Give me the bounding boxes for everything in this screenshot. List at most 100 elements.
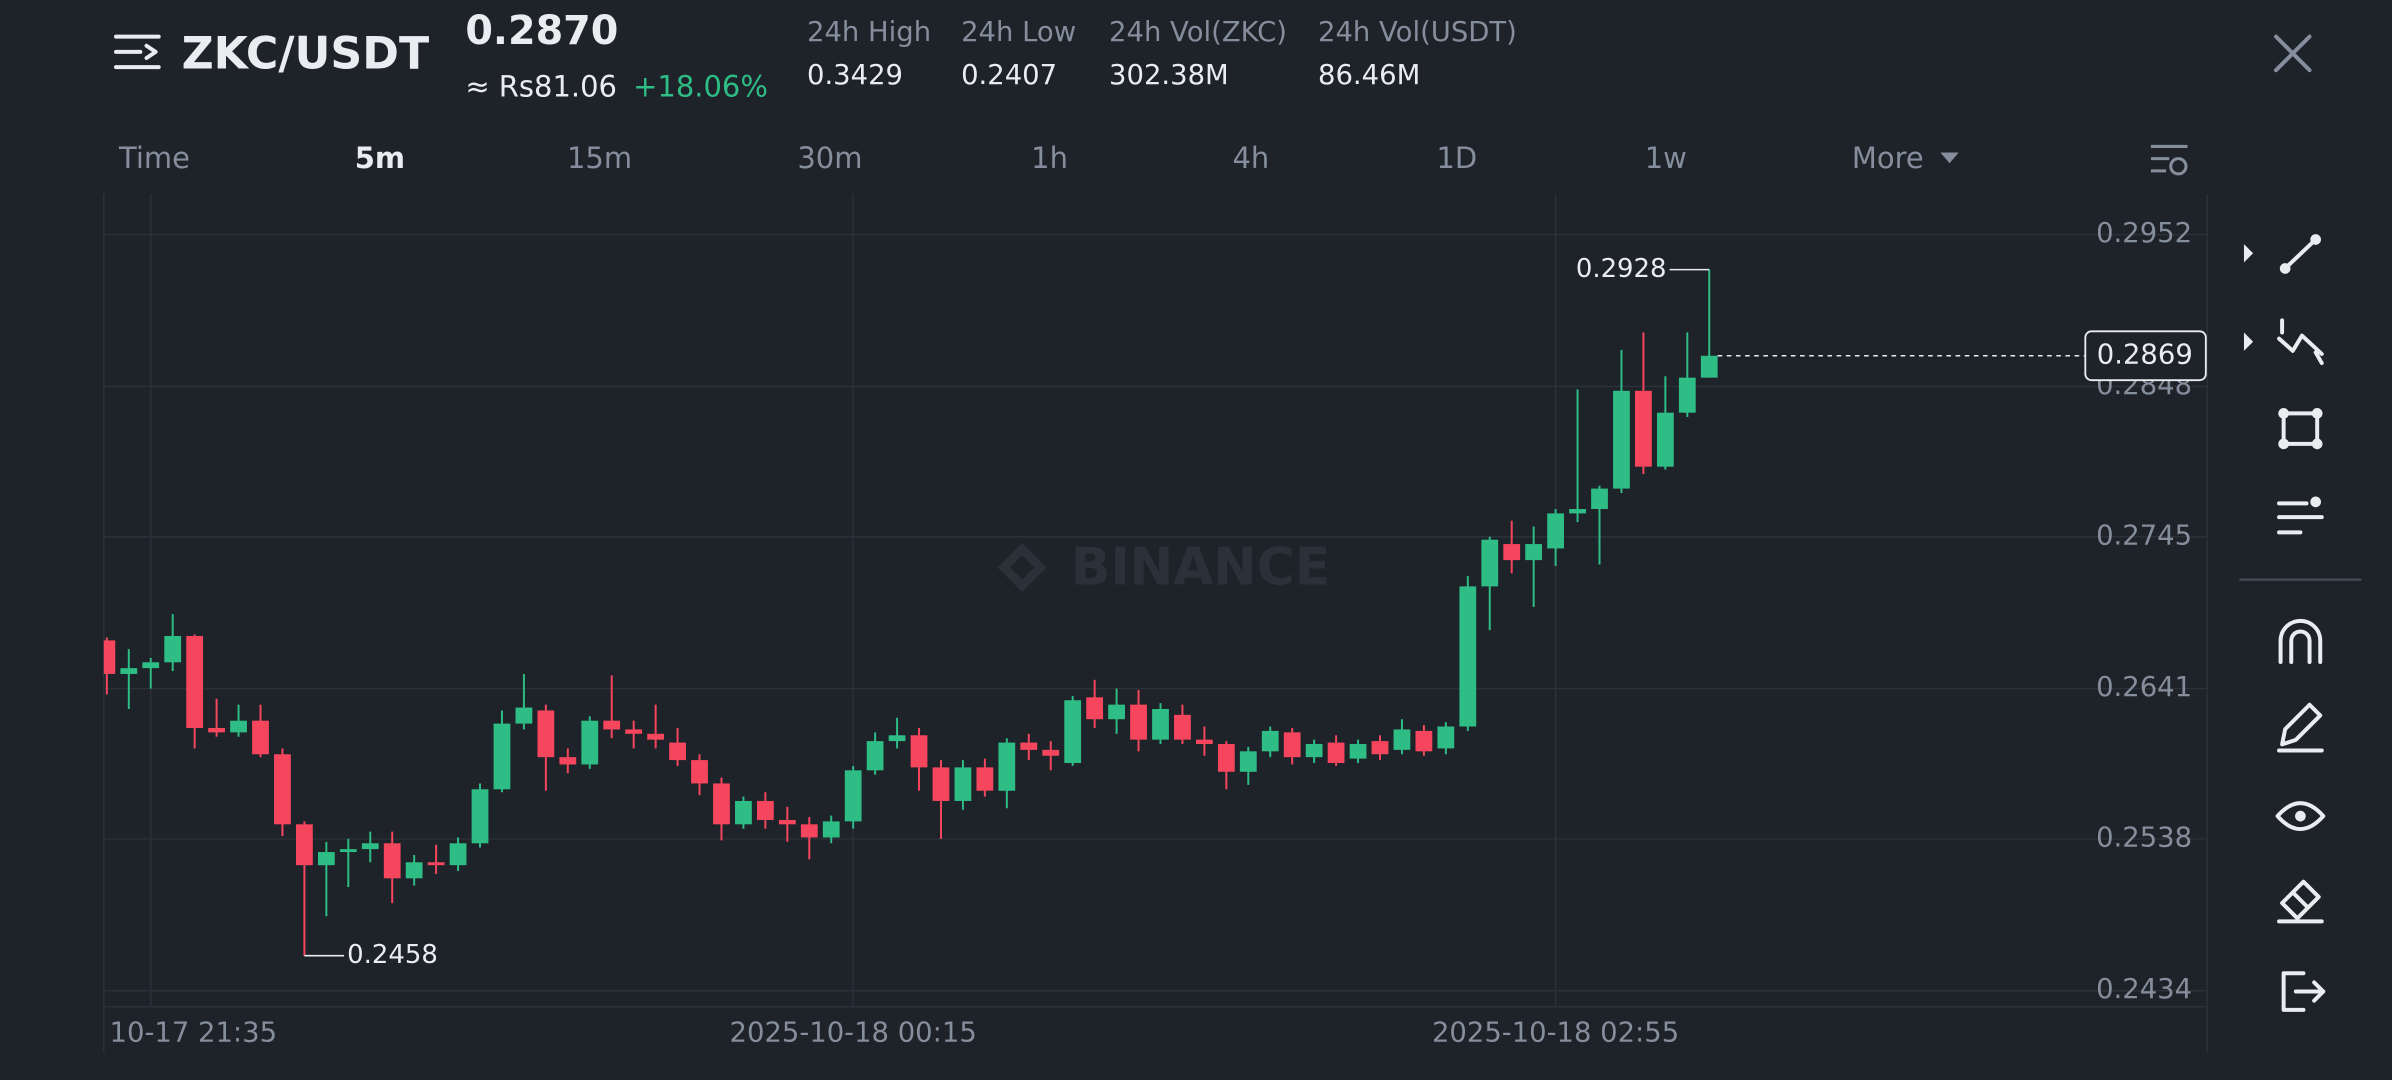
stat-value: 86.46M [1318, 60, 1420, 91]
stat-label: 24h Low [961, 17, 1076, 48]
candle-body [844, 770, 862, 822]
y-tick-label: 0.2641 [2096, 672, 2192, 703]
candle-body [1020, 742, 1038, 750]
candle-body [1635, 390, 1652, 467]
min-price-label: 0.2458 [347, 940, 438, 970]
current-price-box [2084, 330, 2207, 382]
candle-body [230, 720, 247, 733]
candle-body [559, 757, 577, 765]
timeframe-tab[interactable]: More [1852, 141, 1924, 175]
current-price-label: 0.2869 [2097, 339, 2193, 370]
candle-body [735, 800, 752, 825]
candle-body [296, 824, 313, 866]
candle-body [1196, 739, 1213, 745]
candle-body [756, 800, 774, 820]
timeframe-tab[interactable]: 30m [797, 141, 862, 175]
timeframe-tab[interactable]: 5m [355, 141, 405, 175]
expand-arrow[interactable] [2243, 332, 2254, 351]
candle-body [1437, 726, 1455, 749]
candle-body [1327, 742, 1345, 764]
close-button[interactable] [2274, 34, 2312, 73]
candle-body [691, 760, 708, 784]
shape-tool[interactable] [2278, 408, 2323, 450]
candle-body [537, 710, 555, 758]
dropdown-arrow [1940, 152, 1959, 164]
price-change: +18.06% [633, 69, 768, 103]
candle-body [800, 824, 818, 838]
menu-icon[interactable] [114, 34, 161, 70]
candle-body [1569, 509, 1586, 514]
stat-value: 0.3429 [807, 60, 903, 91]
candle-body [1152, 709, 1169, 740]
candle-body [186, 636, 204, 728]
candle-body [252, 720, 269, 755]
candle-body [274, 754, 291, 825]
candle-body [1349, 744, 1367, 759]
candle-body [1239, 751, 1257, 772]
candle-body [208, 727, 225, 733]
exit-tool[interactable] [2281, 971, 2326, 1012]
fib-tool[interactable] [2277, 318, 2324, 366]
candle-body [1678, 377, 1696, 413]
candle-body [449, 843, 467, 866]
candle-body [822, 821, 840, 838]
candle-body [1086, 697, 1104, 720]
fiat-price: ≈ Rs81.06 [465, 69, 617, 103]
magnet-tool[interactable] [2278, 618, 2323, 665]
candle-body [866, 741, 884, 771]
candle-body [1393, 729, 1411, 750]
timeframe-tab[interactable]: 4h [1233, 141, 1270, 175]
candle-body [1481, 539, 1499, 587]
candle-body [1656, 412, 1674, 467]
candle-body [1503, 544, 1521, 561]
drawing-toolbar [2239, 234, 2362, 1012]
candle-body [581, 720, 599, 765]
candle-body [1174, 714, 1191, 740]
eraser-tool[interactable] [2277, 879, 2324, 924]
y-tick-label: 0.2538 [2096, 822, 2192, 853]
candle-body [1547, 513, 1564, 549]
candle-body [976, 767, 994, 791]
candle-body [103, 640, 116, 674]
candle-body [778, 819, 796, 825]
candle-body [954, 767, 972, 801]
candle-body [120, 668, 138, 674]
candle-body [647, 733, 665, 740]
candle-body [142, 662, 160, 669]
chart: BINANCE0.24340.25380.26410.27450.28480.2… [103, 193, 2208, 1049]
candle-body [1042, 749, 1060, 756]
expand-arrow[interactable] [2243, 244, 2254, 263]
stat-label: 24h Vol(USDT) [1318, 17, 1517, 48]
watermark-text: BINANCE [1071, 538, 1330, 598]
timeframe-tab[interactable]: 1D [1436, 141, 1477, 175]
stat-label: 24h High [807, 17, 931, 48]
y-tick-label: 0.2952 [2096, 218, 2192, 249]
pair-name[interactable]: ZKC/USDT [182, 28, 430, 79]
timeframe-tab[interactable]: 1h [1031, 141, 1068, 175]
candle-body [339, 849, 357, 853]
y-tick-label: 0.2745 [2096, 520, 2192, 551]
candles [103, 269, 1718, 956]
candle-body [1613, 390, 1630, 489]
chart-settings-icon[interactable] [2150, 144, 2188, 176]
candle-body [713, 783, 730, 825]
x-tick-label: 10-17 21:35 [110, 1018, 278, 1049]
candle-body [1305, 744, 1323, 758]
candle-body [493, 723, 511, 790]
candle-body [405, 862, 423, 879]
candle-body [669, 742, 686, 761]
candle-body [383, 843, 401, 879]
timeframe-tab[interactable]: 15m [567, 141, 632, 175]
pencil-tool[interactable] [2277, 702, 2324, 753]
candle-body [471, 789, 489, 844]
timeframe-tab[interactable]: Time [118, 141, 190, 175]
stat-label: 24h Vol(ZKC) [1109, 17, 1287, 48]
visibility-tool[interactable] [2275, 801, 2326, 832]
text-tool[interactable] [2277, 496, 2324, 535]
candle-body [361, 843, 379, 850]
trend-line-tool[interactable] [2279, 234, 2321, 274]
candle-body [998, 742, 1016, 791]
timeframe-tab[interactable]: 1w [1645, 141, 1687, 175]
